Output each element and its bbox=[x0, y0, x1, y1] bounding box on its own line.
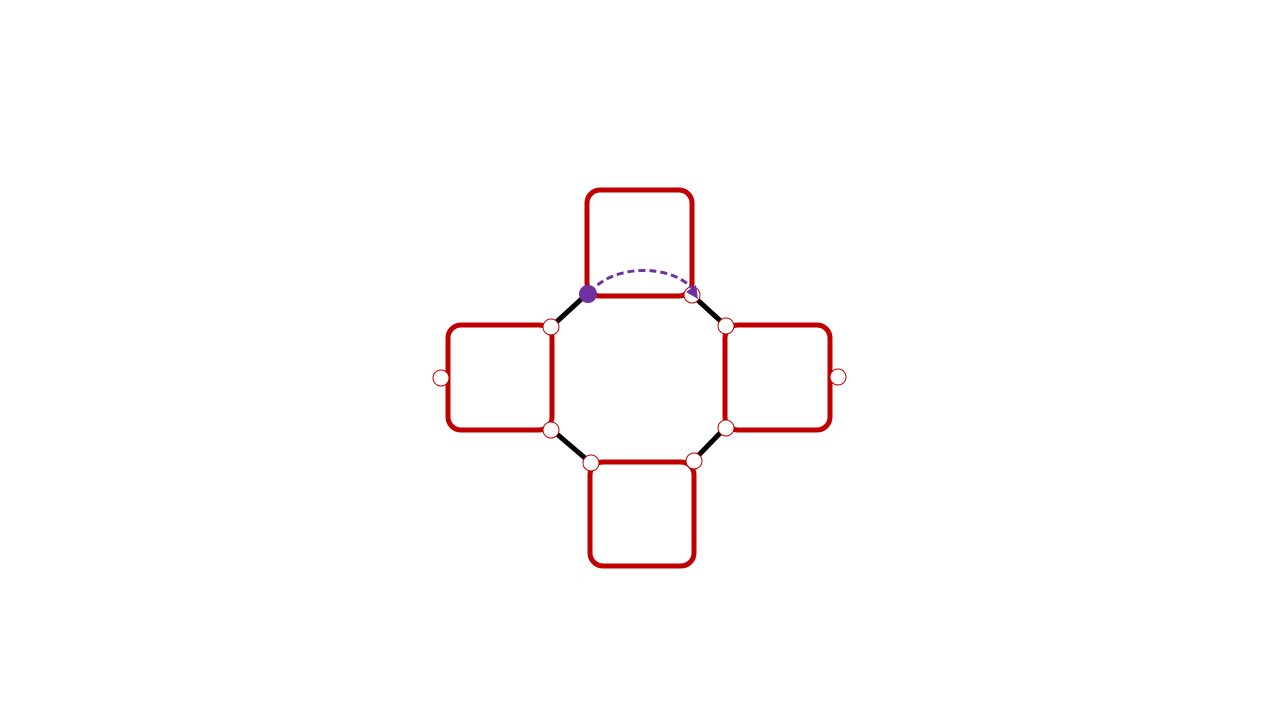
port-left-outer[interactable] bbox=[432, 369, 450, 387]
node-bottom-box[interactable] bbox=[587, 459, 697, 569]
node-top-box[interactable] bbox=[584, 187, 695, 299]
port-right-top[interactable] bbox=[717, 317, 735, 335]
port-right-outer[interactable] bbox=[829, 368, 847, 386]
port-bottom-left[interactable] bbox=[582, 454, 600, 472]
drag-path-arc bbox=[588, 269, 696, 294]
port-bottom-right[interactable] bbox=[685, 452, 703, 470]
drag-arrowhead-icon bbox=[686, 285, 698, 299]
node-left-box[interactable] bbox=[445, 322, 555, 433]
port-right-bottom[interactable] bbox=[717, 419, 735, 437]
edges-layer bbox=[549, 291, 728, 466]
ports-layer bbox=[432, 286, 847, 472]
drag-action-layer bbox=[579, 269, 698, 303]
node-right-box[interactable] bbox=[722, 322, 833, 433]
drag-handle[interactable] bbox=[579, 285, 597, 303]
nodes-layer bbox=[445, 187, 833, 569]
port-left-top[interactable] bbox=[542, 318, 560, 336]
port-left-bottom[interactable] bbox=[542, 421, 560, 439]
